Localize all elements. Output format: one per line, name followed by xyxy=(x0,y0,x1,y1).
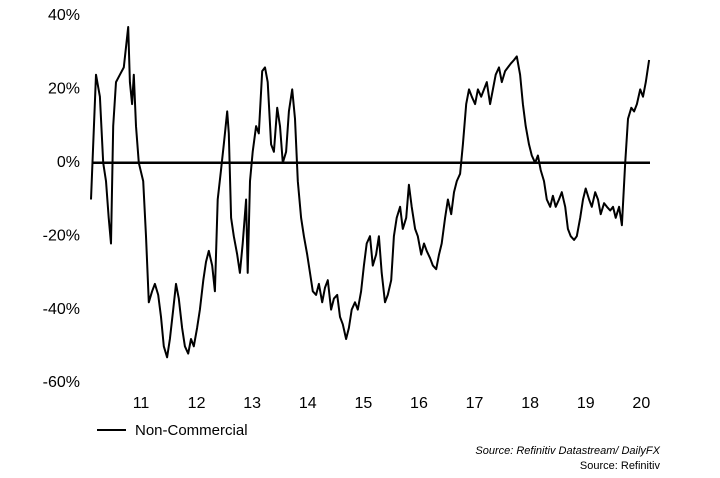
x-tick-label: 11 xyxy=(133,395,150,412)
x-tick-label: 13 xyxy=(243,395,261,412)
x-tick-label: 19 xyxy=(577,395,595,412)
y-tick-label: 0% xyxy=(57,154,80,171)
y-tick-label: -60% xyxy=(43,374,80,391)
x-tick-label: 12 xyxy=(188,395,206,412)
x-tick-label: 18 xyxy=(521,395,539,412)
legend-label: Non-Commercial xyxy=(135,422,248,439)
x-tick-label: 14 xyxy=(299,395,317,412)
y-tick-label: -40% xyxy=(43,301,80,318)
line xyxy=(90,26,651,359)
x-tick-label: 20 xyxy=(632,395,650,412)
source: Source: Refinitiv xyxy=(580,460,661,472)
x-tick-label: 17 xyxy=(466,395,484,412)
y-tick-label: 40% xyxy=(48,7,80,24)
source: Source: Refinitiv Datastream/ DailyFX xyxy=(475,445,660,457)
x-tick-label: 16 xyxy=(410,395,428,412)
y-tick-label: 20% xyxy=(48,81,80,98)
y-tick-label: -20% xyxy=(43,227,80,244)
x-tick-label: 15 xyxy=(354,395,372,412)
